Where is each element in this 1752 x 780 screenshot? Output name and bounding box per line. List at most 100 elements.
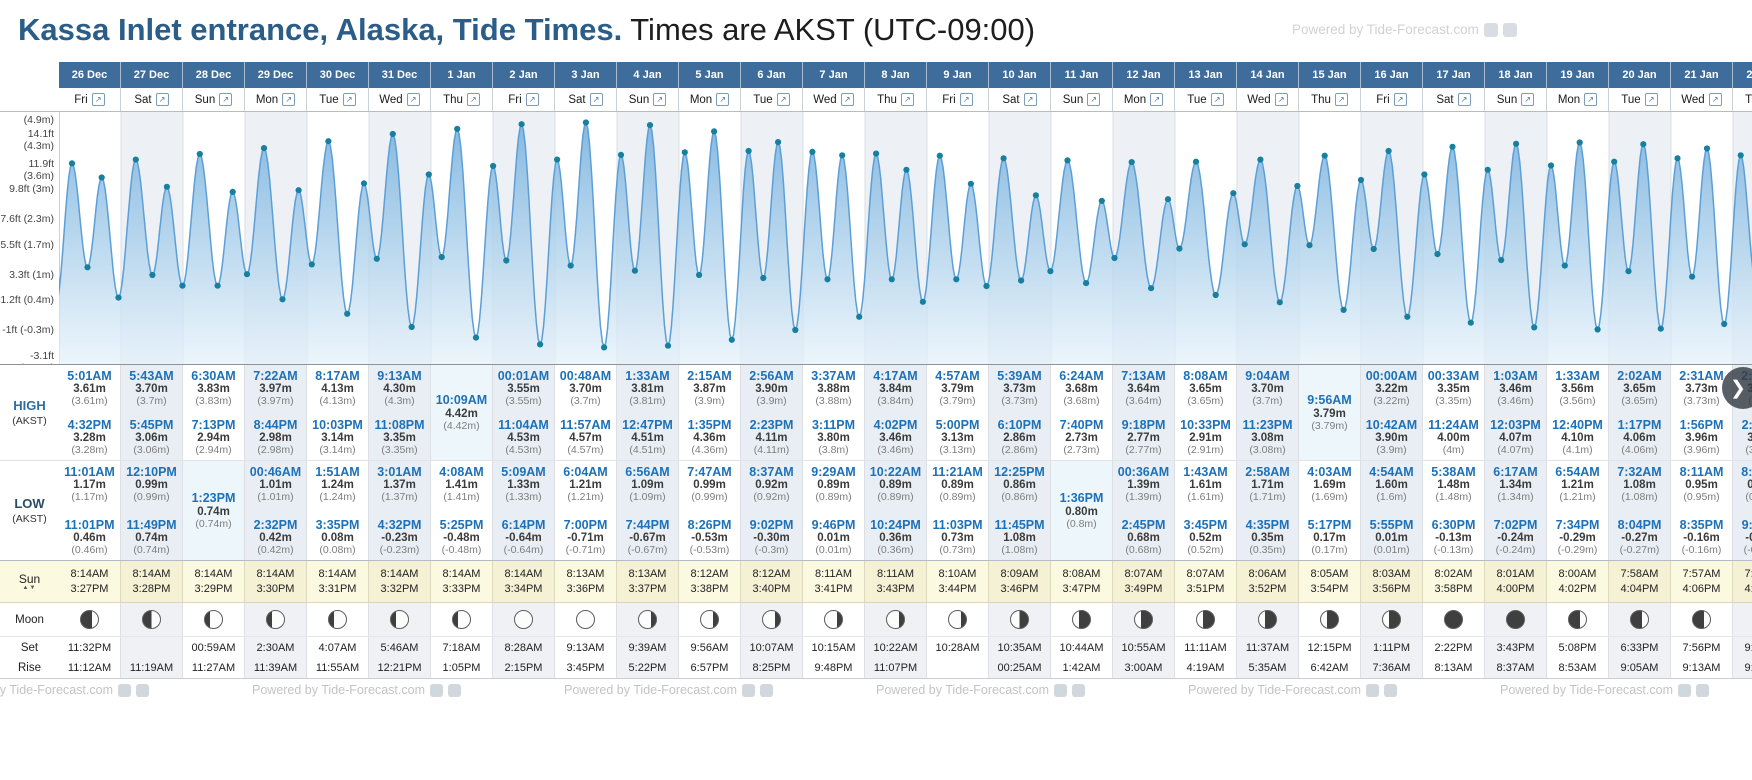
tide-time: 5:39AM bbox=[997, 369, 1042, 383]
watermark-text: Powered by Tide-Forecast.com bbox=[876, 683, 1049, 697]
moonset-row-label: Set bbox=[0, 637, 59, 658]
high-tide-cell: 10:09AM 4.42m (4.42m) bbox=[431, 365, 493, 460]
tide-time: 2:56AM bbox=[749, 369, 794, 383]
tide-entry: 7:00PM -0.71m (-0.71m) bbox=[555, 518, 616, 557]
tide-height-secondary: (2.77m) bbox=[1125, 444, 1162, 457]
weekday-link[interactable]: Fri ↗ bbox=[927, 88, 989, 111]
weekday-link[interactable]: Thu↗ bbox=[1299, 88, 1361, 111]
tide-entry: 2:45PM 0.68m (0.68m) bbox=[1113, 518, 1174, 557]
tide-height-secondary: (1.33m) bbox=[505, 491, 542, 504]
tide-time: 1:43AM bbox=[1183, 465, 1228, 479]
weekday-link[interactable]: Tue ↗ bbox=[1175, 88, 1237, 111]
tide-entry: 5:09AM 1.33m (1.33m) bbox=[493, 465, 554, 504]
watermark-social-icon bbox=[118, 683, 131, 697]
weekday-link[interactable]: Sun ↗ bbox=[617, 88, 679, 111]
y-axis-tick-label: -3.1ft (-0.9m) bbox=[20, 349, 54, 364]
weekday-link[interactable]: Mon ↗ bbox=[1547, 88, 1609, 111]
date-cell: 26 Dec bbox=[59, 62, 121, 88]
weekday-link[interactable]: Thu↗ bbox=[865, 88, 927, 111]
sunset-time: 4:04PM bbox=[1620, 583, 1659, 595]
tide-height-secondary: (0.01m) bbox=[1373, 544, 1410, 557]
tide-height-secondary: (3.65m) bbox=[1621, 395, 1658, 408]
external-link-icon: ↗ bbox=[776, 93, 790, 106]
tide-entry: 11:03PM 0.73m (0.73m) bbox=[927, 518, 988, 557]
tide-height-secondary: (2.98m) bbox=[257, 444, 294, 457]
weekday-link[interactable]: Thu↗ bbox=[431, 88, 493, 111]
date-cell: 19 Jan bbox=[1547, 62, 1609, 88]
weekday-link[interactable]: Fri ↗ bbox=[59, 88, 121, 111]
weekday-link[interactable]: Sat ↗ bbox=[121, 88, 183, 111]
tide-time: 7:44PM bbox=[625, 517, 670, 532]
weekday-link[interactable]: Wed ↗ bbox=[1237, 88, 1299, 111]
tide-time: 2:35PM bbox=[1741, 417, 1752, 432]
weekday-link[interactable]: Mon ↗ bbox=[679, 88, 741, 111]
y-axis-tick-label: 11.9ft (3.6m) bbox=[23, 157, 54, 182]
tide-time: 4:32PM bbox=[67, 417, 112, 432]
tide-height-secondary: (3.46m) bbox=[1497, 395, 1534, 408]
high-tide-cell: 2:15AM 3.87m (3.9m) 1:35PM 4.36m (4.36m) bbox=[679, 365, 741, 460]
weekday-link[interactable]: Tue ↗ bbox=[1609, 88, 1671, 111]
weekday-link[interactable]: Wed ↗ bbox=[369, 88, 431, 111]
weekday-label: Mon bbox=[1557, 93, 1581, 106]
high-tide-cell: 9:13AM 4.30m (4.3m) 11:08PM 3.35m (3.35m) bbox=[369, 365, 431, 460]
tide-height: 0.80m bbox=[1065, 505, 1098, 518]
weekday-link[interactable]: Wed ↗ bbox=[1671, 88, 1733, 111]
weekday-link[interactable]: Fri ↗ bbox=[1361, 88, 1423, 111]
last-quarter-moon-icon bbox=[1010, 610, 1029, 629]
weekday-link[interactable]: Sun ↗ bbox=[183, 88, 245, 111]
weekday-link[interactable]: Sun ↗ bbox=[1485, 88, 1547, 111]
waxing-gibbous-moon-icon bbox=[328, 610, 347, 629]
tide-time: 12:03PM bbox=[1490, 417, 1541, 432]
weekday-label: Wed bbox=[1681, 93, 1705, 106]
tide-entry: 4:02PM 3.46m (3.46m) bbox=[865, 418, 926, 457]
high-label: HIGH bbox=[13, 398, 46, 413]
tide-height-secondary: (3.56m) bbox=[1559, 395, 1596, 408]
sunset-time: 3:54PM bbox=[1310, 583, 1349, 595]
tide-height-secondary: (3.79m) bbox=[939, 395, 976, 408]
weekday-link[interactable]: Thu↗ bbox=[1733, 88, 1752, 111]
external-link-icon: ↗ bbox=[1584, 93, 1598, 106]
tide-height-secondary: (-0.01m) bbox=[1743, 544, 1752, 557]
weekday-link[interactable]: Sat ↗ bbox=[1423, 88, 1485, 111]
sunrise-time: 8:03AM bbox=[1372, 568, 1411, 580]
weekday-link[interactable]: Wed ↗ bbox=[803, 88, 865, 111]
date-cell: 29 Dec bbox=[245, 62, 307, 88]
weekday-link[interactable]: Mon ↗ bbox=[245, 88, 307, 111]
sun-expand-toggle[interactable]: ▲▼ bbox=[23, 585, 37, 591]
sunset-time: 3:52PM bbox=[1248, 583, 1287, 595]
moonrise-time: 1:42AM bbox=[1051, 658, 1113, 678]
weekday-link[interactable]: Sat ↗ bbox=[555, 88, 617, 111]
tide-height: -0.01m bbox=[1745, 531, 1752, 544]
y-axis-tick-label: 1.2ft (0.4m) bbox=[0, 294, 54, 307]
weekday-link[interactable]: Fri ↗ bbox=[493, 88, 555, 111]
weekday-label: Tue bbox=[753, 93, 773, 106]
next-days-button[interactable]: ❯ bbox=[1722, 367, 1752, 409]
tide-entry: 7:13PM 2.94m (2.94m) bbox=[183, 418, 244, 457]
tide-height-secondary: (2.94m) bbox=[195, 444, 232, 457]
tide-entry: 10:42AM 3.90m (3.9m) bbox=[1361, 418, 1422, 457]
tide-height-secondary: (3.28m) bbox=[71, 444, 108, 457]
moon-phase-cell bbox=[121, 603, 183, 636]
external-link-icon: ↗ bbox=[959, 93, 973, 106]
high-tide-cell: 7:22AM 3.97m (3.97m) 8:44PM 2.98m (2.98m) bbox=[245, 365, 307, 460]
weekday-link[interactable]: Tue ↗ bbox=[741, 88, 803, 111]
tide-height: 0.08m bbox=[321, 531, 354, 544]
tide-height: 0.99m bbox=[135, 479, 168, 492]
tide-time: 6:04AM bbox=[563, 465, 608, 479]
tide-time: 9:46PM bbox=[811, 517, 856, 532]
weekday-link[interactable]: Sun ↗ bbox=[1051, 88, 1113, 111]
date-cell: 13 Jan bbox=[1175, 62, 1237, 88]
moonset-time: 10:22AM bbox=[865, 637, 927, 658]
weekday-link[interactable]: Tue ↗ bbox=[307, 88, 369, 111]
low-tide-cell: 8:50AM0.84m(0.84m) 9:05PM-0.01m(-0.01m) bbox=[1733, 461, 1752, 560]
tide-entry: 4:35PM 0.35m (0.35m) bbox=[1237, 518, 1298, 557]
tide-height-secondary: (0.86m) bbox=[1001, 491, 1038, 504]
external-link-icon: ↗ bbox=[1150, 93, 1164, 106]
tide-entry: 7:47AM 0.99m (0.99m) bbox=[679, 465, 740, 504]
weekday-link[interactable]: Mon ↗ bbox=[1113, 88, 1175, 111]
moon-phase-cell bbox=[1113, 603, 1175, 636]
high-tide-cell: 1:03AM 3.46m (3.46m) 12:03PM 4.07m (4.07m) bbox=[1485, 365, 1547, 460]
weekday-link[interactable]: Sat ↗ bbox=[989, 88, 1051, 111]
tide-height-secondary: (3.64m) bbox=[1125, 395, 1162, 408]
tide-entry: 5:01AM 3.61m (3.61m) bbox=[59, 369, 120, 408]
